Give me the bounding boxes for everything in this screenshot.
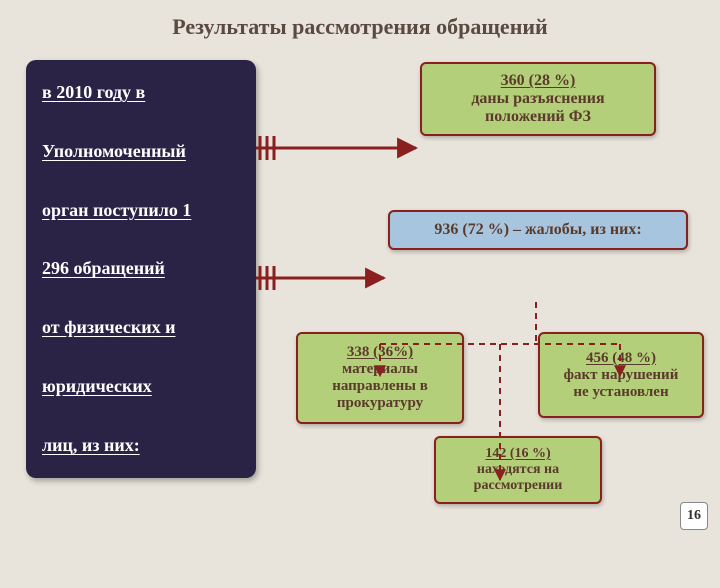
box-complaints: 936 (72 %) – жалобы, из них: bbox=[388, 210, 688, 250]
stat-label: факт нарушений bbox=[546, 367, 696, 384]
page-title: Результаты рассмотрения обращений bbox=[0, 0, 720, 48]
left-line: от физических и bbox=[42, 315, 240, 340]
left-line: лиц, из них: bbox=[42, 433, 240, 458]
box-clarifications: 360 (28 %) даны разъяснения положений ФЗ bbox=[420, 62, 656, 136]
left-line: Уполномоченный bbox=[42, 139, 240, 164]
stat-label: положений ФЗ bbox=[428, 108, 648, 126]
stat-label: прокуратуру bbox=[304, 395, 456, 412]
left-line: в 2010 году в bbox=[42, 80, 240, 105]
stat-value: 936 (72 %) – жалобы, из них: bbox=[396, 221, 680, 239]
stat-label: рассмотрении bbox=[442, 478, 594, 494]
left-source-panel: в 2010 году в Уполномоченный орган посту… bbox=[26, 60, 256, 478]
stat-label: даны разъяснения bbox=[428, 90, 648, 108]
box-no-violation: 456 (48 %) факт нарушений не установлен bbox=[538, 332, 704, 418]
stat-label: находятся на bbox=[442, 462, 594, 478]
stat-value: 338 (36%) bbox=[304, 344, 456, 361]
left-line: орган поступило 1 bbox=[42, 198, 240, 223]
stat-label: направлены в bbox=[304, 378, 456, 395]
left-line: юридических bbox=[42, 374, 240, 399]
page-number: 16 bbox=[680, 502, 708, 530]
box-pending: 142 (16 %) находятся на рассмотрении bbox=[434, 436, 602, 504]
stat-value: 142 (16 %) bbox=[442, 446, 594, 462]
stat-value: 360 (28 %) bbox=[428, 72, 648, 90]
left-line: 296 обращений bbox=[42, 256, 240, 281]
stat-label: не установлен bbox=[546, 384, 696, 401]
box-prosecutor: 338 (36%) материалы направлены в прокура… bbox=[296, 332, 464, 424]
stat-value: 456 (48 %) bbox=[546, 350, 696, 367]
stat-label: материалы bbox=[304, 361, 456, 378]
